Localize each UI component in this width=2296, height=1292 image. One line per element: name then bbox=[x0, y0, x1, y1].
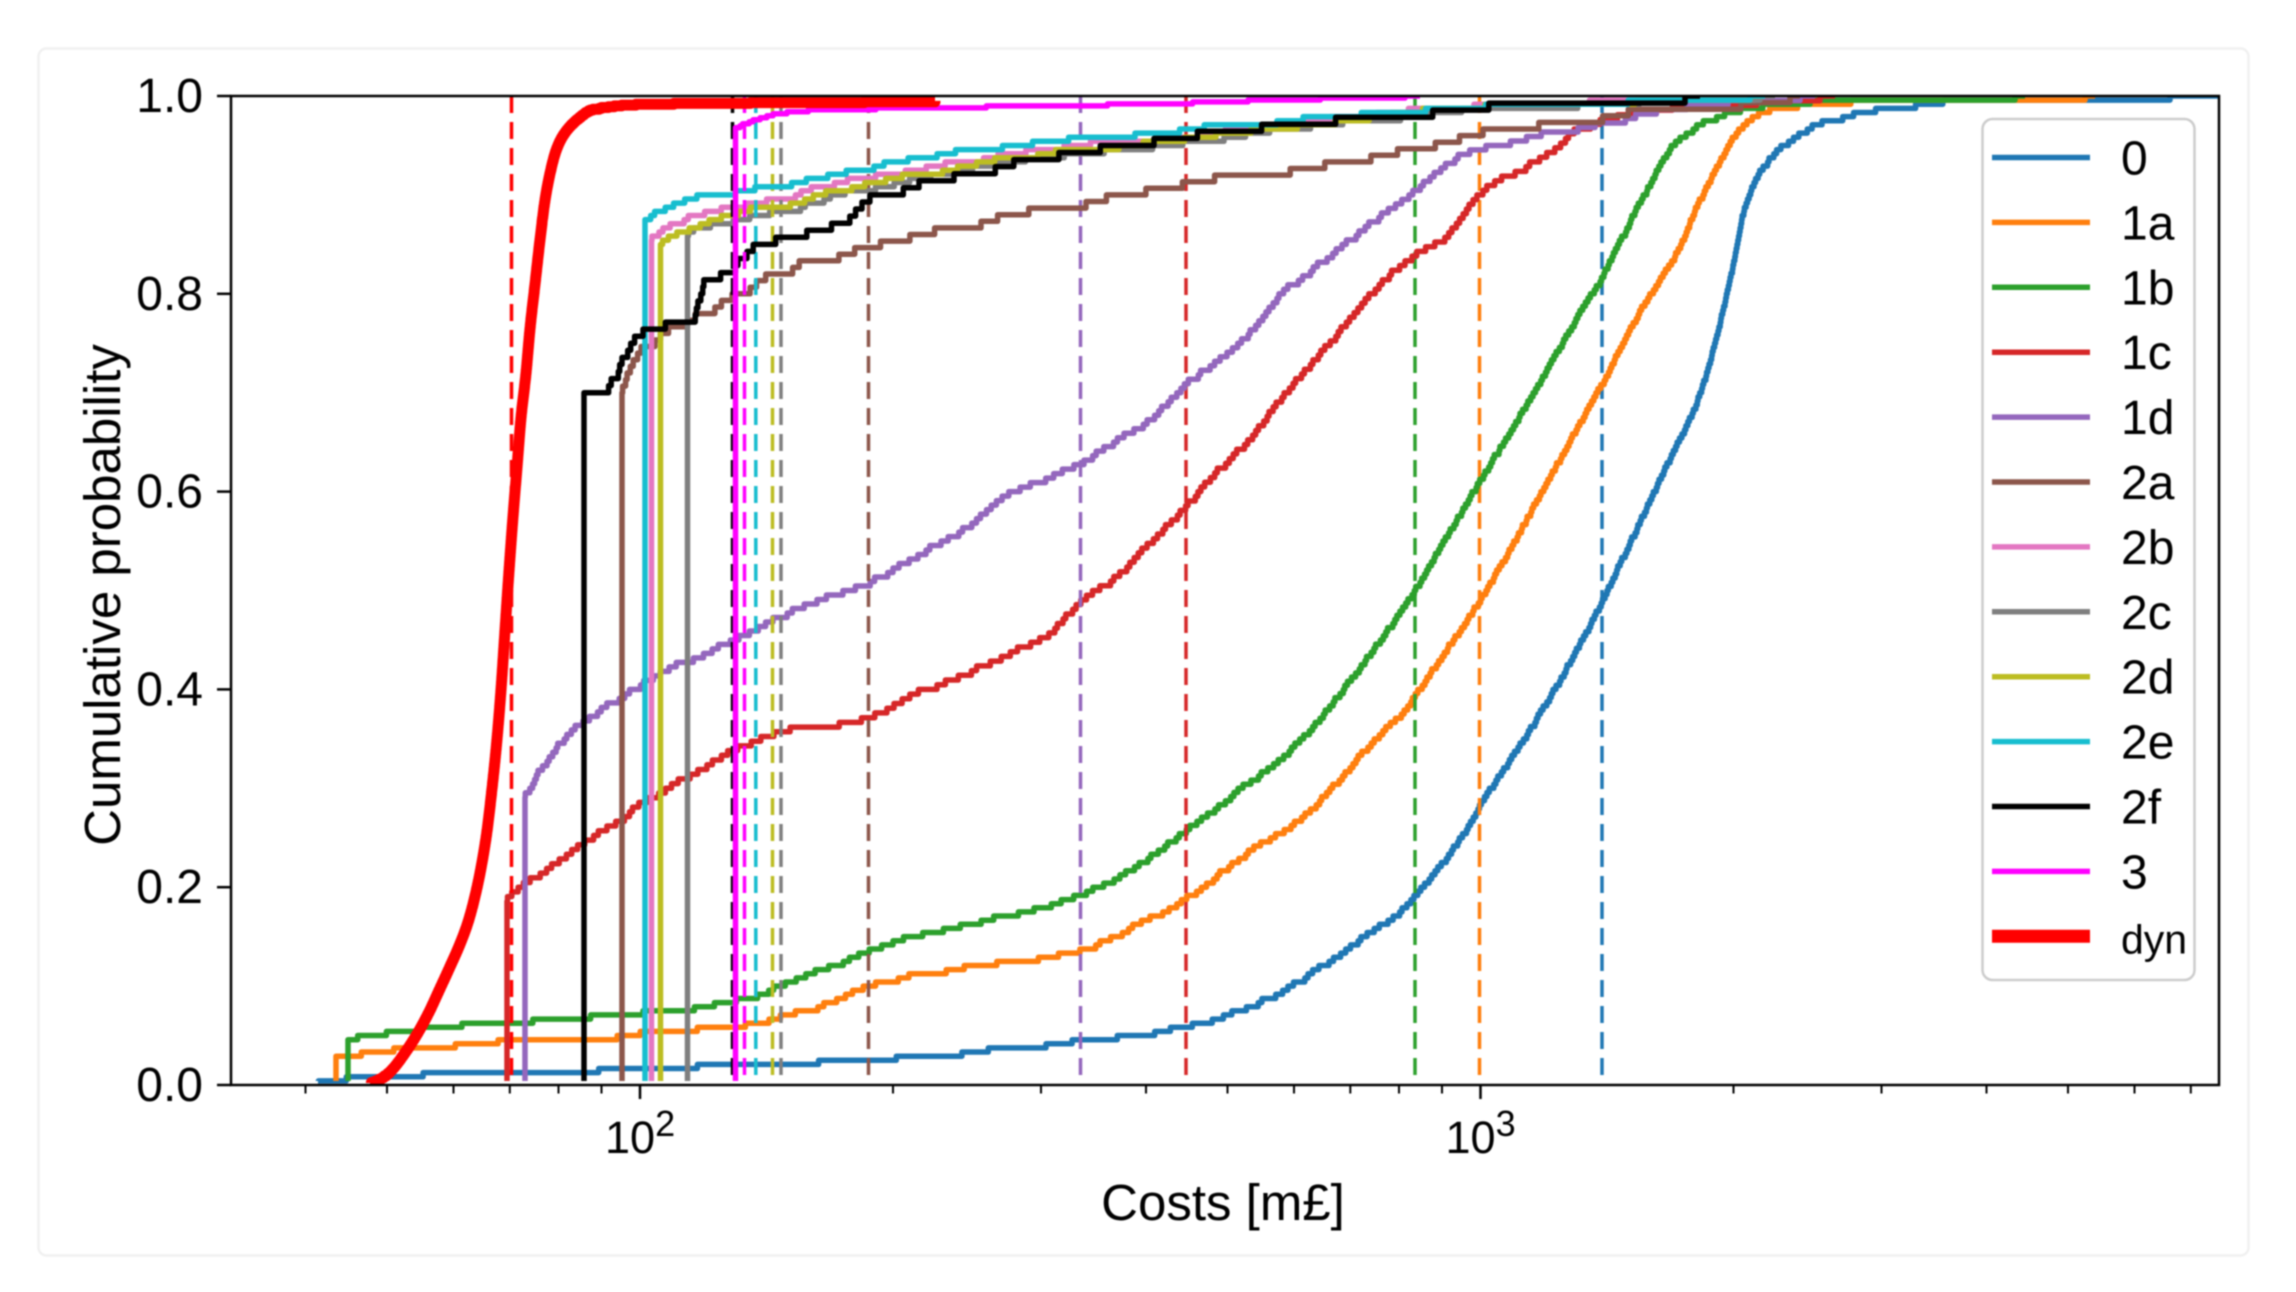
svg-text:0.6: 0.6 bbox=[136, 466, 203, 519]
svg-text:0: 0 bbox=[2121, 133, 2148, 186]
svg-text:2c: 2c bbox=[2121, 587, 2172, 640]
svg-text:0.4: 0.4 bbox=[136, 663, 203, 716]
svg-text:1.0: 1.0 bbox=[136, 70, 203, 123]
svg-text:dyn: dyn bbox=[2121, 916, 2187, 962]
svg-text:0.0: 0.0 bbox=[136, 1059, 203, 1112]
svg-text:2d: 2d bbox=[2121, 652, 2174, 705]
svg-text:2a: 2a bbox=[2121, 457, 2175, 510]
svg-text:1a: 1a bbox=[2121, 197, 2175, 250]
svg-text:1b: 1b bbox=[2121, 262, 2174, 315]
svg-text:Cumulative probability: Cumulative probability bbox=[74, 344, 131, 846]
svg-text:3: 3 bbox=[2121, 846, 2148, 899]
svg-text:2f: 2f bbox=[2121, 782, 2162, 835]
svg-text:Costs [m£]: Costs [m£] bbox=[1101, 1174, 1345, 1231]
svg-text:2b: 2b bbox=[2121, 522, 2174, 575]
svg-text:1d: 1d bbox=[2121, 392, 2174, 445]
svg-text:2e: 2e bbox=[2121, 717, 2174, 770]
svg-text:0.2: 0.2 bbox=[136, 861, 203, 914]
svg-text:1c: 1c bbox=[2121, 327, 2172, 380]
svg-text:0.8: 0.8 bbox=[136, 268, 203, 321]
